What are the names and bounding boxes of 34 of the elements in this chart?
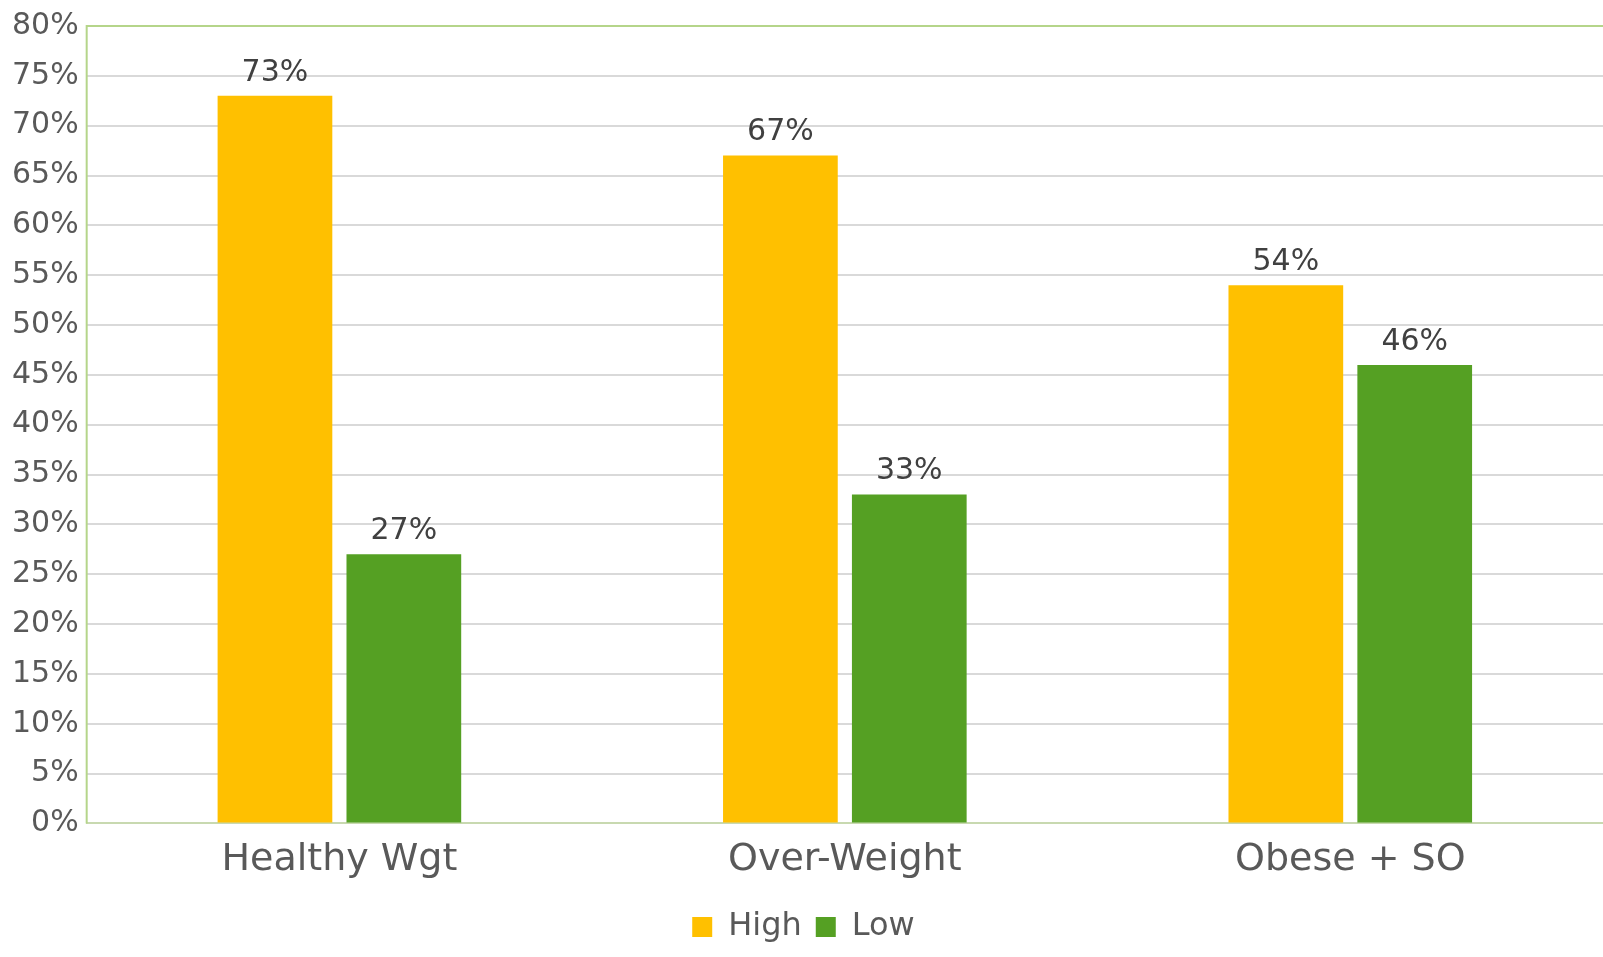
data-label: 33% [875, 451, 943, 487]
x-tick-label: Healthy Wgt [221, 835, 458, 880]
y-tick-label: 25% [11, 554, 79, 590]
legend-label: Low [851, 905, 915, 944]
y-tick-label: 55% [11, 254, 79, 290]
y-tick-label: 40% [11, 404, 79, 440]
data-label: 27% [370, 511, 438, 547]
y-tick-label: 15% [11, 653, 79, 689]
bar [1228, 285, 1344, 823]
y-tick-label: 70% [11, 105, 79, 141]
data-label: 73% [241, 52, 309, 88]
y-tick-label: 45% [11, 354, 79, 390]
y-tick-label: 5% [31, 753, 79, 789]
bar [217, 95, 333, 823]
x-tick-label: Obese + SO [1234, 835, 1466, 880]
x-tick-label: Over-Weight [728, 835, 962, 880]
y-tick-label: 0% [31, 803, 79, 839]
bar [851, 494, 967, 823]
y-tick-label: 30% [11, 504, 79, 540]
y-tick-label: 60% [11, 205, 79, 241]
bar [723, 155, 838, 823]
y-tick-label: 20% [11, 603, 79, 639]
y-tick-label: 10% [11, 703, 79, 739]
y-tick-label: 65% [11, 155, 79, 191]
data-label: 46% [1381, 321, 1449, 357]
bar [346, 554, 462, 823]
y-tick-label: 50% [11, 304, 79, 340]
bar [1357, 364, 1473, 823]
legend-label: High [728, 905, 802, 944]
data-label: 54% [1252, 241, 1320, 277]
y-tick-label: 75% [11, 55, 79, 91]
y-tick-label: 80% [11, 5, 79, 41]
y-tick-label: 35% [11, 454, 79, 490]
data-label: 67% [747, 112, 814, 148]
